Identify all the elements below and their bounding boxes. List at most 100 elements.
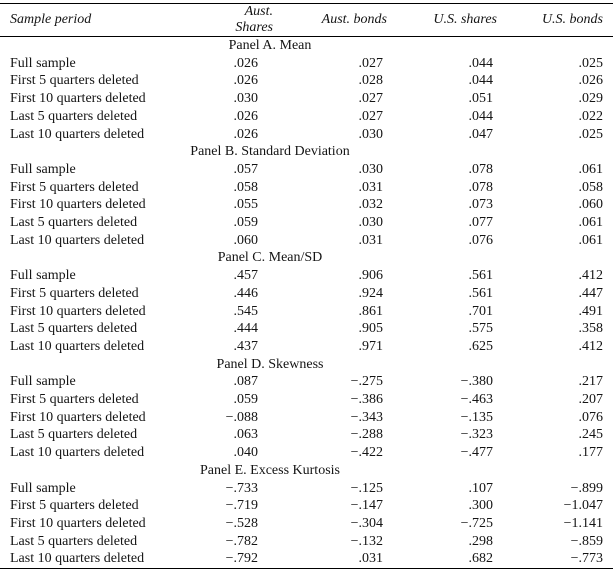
cell-value: .073 — [468, 197, 494, 213]
cell-value: .561 — [468, 285, 494, 301]
row-label: Full sample — [10, 161, 76, 177]
cell-value: .030 — [358, 161, 384, 177]
table-row: Last 10 quarters deleted .026 .030 .047 .025 — [0, 126, 613, 144]
row-label: Full sample — [10, 480, 76, 496]
cell-value: .051 — [468, 91, 494, 107]
cell-value: .861 — [358, 303, 384, 319]
cell-value: .022 — [578, 108, 604, 124]
row-label: Last 5 quarters deleted — [10, 215, 138, 231]
cell-value: .245 — [578, 427, 604, 443]
cell-value: .077 — [468, 215, 494, 231]
row-label: First 5 quarters deleted — [10, 498, 139, 514]
cell-value: .298 — [468, 533, 494, 549]
cell-value: .217 — [578, 374, 604, 390]
table-row: First 5 quarters deleted .058 .031 .078 .058 — [0, 179, 613, 197]
table-row: Last 5 quarters deleted .059 .030 .077 .061 — [0, 214, 613, 232]
cell-value: .575 — [468, 321, 494, 337]
cell-value: −.275 — [350, 374, 383, 390]
cell-value: .032 — [358, 197, 384, 213]
cell-value: −.477 — [460, 445, 493, 461]
cell-value: .031 — [358, 179, 384, 195]
row-label: Full sample — [10, 268, 76, 284]
table-row: First 5 quarters deleted .026 .028 .044 .026 — [0, 72, 613, 90]
cell-value: .058 — [233, 179, 259, 195]
row-label: First 10 quarters deleted — [10, 409, 146, 425]
cell-value: .076 — [468, 232, 494, 248]
row-label: First 10 quarters deleted — [10, 91, 146, 107]
cell-value: −.528 — [225, 515, 258, 531]
cell-value: .026 — [233, 55, 259, 71]
table-row: Last 10 quarters deleted .060 .031 .076 .061 — [0, 232, 613, 250]
row-label: First 10 quarters deleted — [10, 515, 146, 531]
cell-value: −.343 — [350, 409, 383, 425]
cell-value: .300 — [468, 498, 494, 514]
table-row: First 5 quarters deleted −.719 −.147 .300 −1… — [0, 497, 613, 515]
cell-value: −.323 — [460, 427, 493, 443]
cell-value: −.733 — [225, 480, 258, 496]
panel-title: Panel B. Standard Deviation — [190, 144, 350, 160]
cell-value: .905 — [358, 321, 384, 337]
cell-value: .701 — [468, 303, 494, 319]
cell-value: .924 — [358, 285, 384, 301]
row-label: Last 10 quarters deleted — [10, 445, 145, 461]
table-row: First 10 quarters deleted −.528 −.304 −.725… — [0, 515, 613, 533]
cell-value: .027 — [358, 91, 384, 107]
table-row: Last 10 quarters deleted −.792 .031 .682 −.7… — [0, 550, 613, 568]
cell-value: −.725 — [460, 515, 493, 531]
cell-value: .028 — [358, 73, 384, 89]
panel-title-row: Panel C. Mean/SD — [0, 249, 613, 267]
cell-value: .026 — [233, 73, 259, 89]
cell-value: −1.047 — [563, 498, 603, 514]
cell-value: .059 — [233, 215, 259, 231]
cell-value: .076 — [578, 409, 604, 425]
cell-value: .412 — [578, 268, 604, 284]
cell-value: .061 — [578, 232, 604, 248]
panel-title-row: Panel B. Standard Deviation — [0, 143, 613, 161]
row-label: Last 10 quarters deleted — [10, 232, 145, 248]
table-row: First 5 quarters deleted .446 .924 .561 .447 — [0, 285, 613, 303]
column-header-us-bonds: U.S. bonds — [497, 3, 613, 37]
statistics-table: Sample period Aust. Shares Aust. bonds U… — [0, 3, 613, 569]
cell-value: .058 — [578, 179, 604, 195]
cell-value: −.132 — [350, 533, 383, 549]
cell-value: .545 — [233, 303, 259, 319]
table-row: Last 5 quarters deleted .063 −.288 −.323 .24… — [0, 426, 613, 444]
row-label: First 5 quarters deleted — [10, 392, 139, 408]
row-label: First 10 quarters deleted — [10, 197, 146, 213]
cell-value: −.463 — [460, 392, 493, 408]
table-row: Full sample .057 .030 .078 .061 — [0, 161, 613, 179]
cell-value: −1.141 — [563, 515, 603, 531]
row-label: First 5 quarters deleted — [10, 179, 139, 195]
cell-value: .207 — [578, 392, 604, 408]
cell-value: .061 — [578, 215, 604, 231]
cell-value: .412 — [578, 338, 604, 354]
cell-value: .044 — [468, 73, 494, 89]
cell-value: .044 — [468, 108, 494, 124]
cell-value: .078 — [468, 179, 494, 195]
cell-value: .026 — [578, 73, 604, 89]
cell-value: .047 — [468, 126, 494, 142]
cell-value: .030 — [233, 91, 259, 107]
row-label: Full sample — [10, 374, 76, 390]
row-label: First 5 quarters deleted — [10, 285, 139, 301]
table-row: Last 5 quarters deleted −.782 −.132 .298 −.8… — [0, 533, 613, 551]
cell-value: −.782 — [225, 533, 258, 549]
cell-value: .030 — [358, 126, 384, 142]
row-label: Last 10 quarters deleted — [10, 338, 145, 354]
cell-value: −.147 — [350, 498, 383, 514]
column-header-aust-shares: Aust. Shares — [210, 3, 273, 37]
cell-value: −.125 — [350, 480, 383, 496]
row-label: Last 10 quarters deleted — [10, 126, 145, 142]
table-row: Full sample .457 .906 .561 .412 — [0, 267, 613, 285]
cell-value: −.859 — [570, 533, 603, 549]
cell-value: .025 — [578, 55, 604, 71]
header-row: Sample period Aust. Shares Aust. bonds U… — [0, 3, 613, 37]
column-header-aust-bonds: Aust. bonds — [273, 3, 387, 37]
cell-value: .107 — [468, 480, 494, 496]
cell-value: −.899 — [570, 480, 603, 496]
row-label: Last 10 quarters deleted — [10, 551, 145, 567]
table-row: Full sample .026 .027 .044 .025 — [0, 55, 613, 73]
panel-title-row: Panel A. Mean — [0, 37, 613, 55]
cell-value: −.135 — [460, 409, 493, 425]
